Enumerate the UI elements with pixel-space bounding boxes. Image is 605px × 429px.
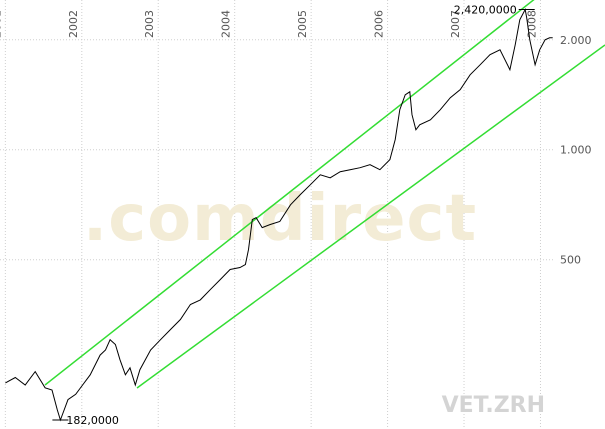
x-tick-label: 2003 (143, 10, 156, 38)
x-tick-label: 2004 (220, 10, 233, 38)
x-tick-label: 2002 (67, 10, 80, 38)
price-line (5, 7, 553, 422)
lower-channel-line (136, 44, 605, 389)
x-tick-label: 2006 (373, 10, 386, 38)
symbol-label: VET.ZRH (442, 393, 545, 418)
annotation-label: 182,0000 (66, 414, 119, 427)
y-tick-label: 1.000 (560, 144, 592, 157)
annotation-label: 2,420,0000 (454, 4, 517, 17)
y-tick-label: 2.000 (560, 34, 592, 47)
x-tick-label: 2005 (296, 10, 309, 38)
y-tick-label: 500 (560, 254, 581, 267)
x-tick-label: 2007 (449, 10, 462, 38)
watermark: .comdirect (83, 182, 477, 256)
x-tick-label: 2001 (0, 10, 3, 38)
upper-channel-line (44, 0, 535, 386)
